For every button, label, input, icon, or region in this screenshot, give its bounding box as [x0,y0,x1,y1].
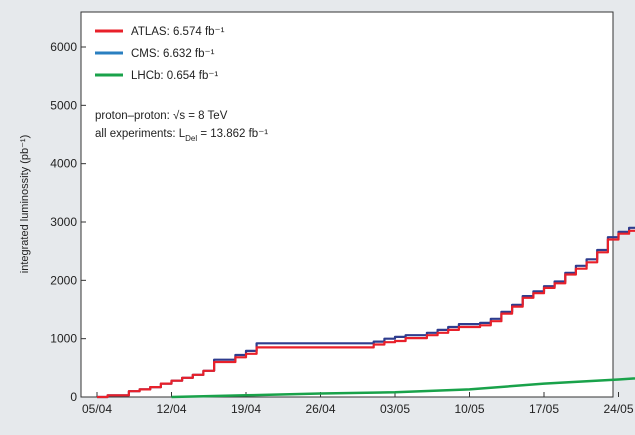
x-tick-label: 05/04 [82,402,112,416]
x-tick-label: 03/05 [380,402,410,416]
series-line-lhcb [171,377,635,399]
x-tick-label: 17/05 [529,402,559,416]
annotation-energy: proton–proton: √s = 8 TeV [95,109,228,122]
legend: ATLAS: 6.574 fb⁻¹ CMS: 6.632 fb⁻¹ LHCb: … [95,26,225,82]
y-tick-label: 3000 [50,215,77,229]
y-tick-label: 4000 [50,157,77,171]
series-line-cms [97,226,635,399]
series-line-atlas [97,229,635,399]
legend-label-lhcb: LHCb: 0.654 fb⁻¹ [131,70,218,82]
legend-label-cms: CMS: 6.632 fb⁻¹ [131,48,215,60]
y-tick-label: 6000 [50,40,77,54]
annotation-luminosity-sub: Del [185,134,197,143]
annotation-luminosity: all experiments: LDel = 13.862 fb⁻¹ [95,128,268,143]
y-tick-label: 1000 [50,332,77,346]
y-tick-label: 0 [70,390,77,404]
x-tick-label: 19/04 [231,402,261,416]
y-tick-label: 2000 [50,273,77,287]
x-tick-label: 10/05 [454,402,484,416]
x-tick-label: 26/04 [305,402,335,416]
x-tick-label: 24/05 [603,402,633,416]
annotation-luminosity-suffix: = 13.862 fb⁻¹ [197,128,268,140]
x-tick-label: 12/04 [156,402,186,416]
y-axis-title: integrated luminossity (pb⁻¹) [19,135,31,273]
legend-label-atlas: ATLAS: 6.574 fb⁻¹ [131,26,225,38]
plot-area [80,11,614,398]
annotation-luminosity-prefix: all experiments: L [95,128,186,140]
y-tick-label: 5000 [50,98,77,112]
